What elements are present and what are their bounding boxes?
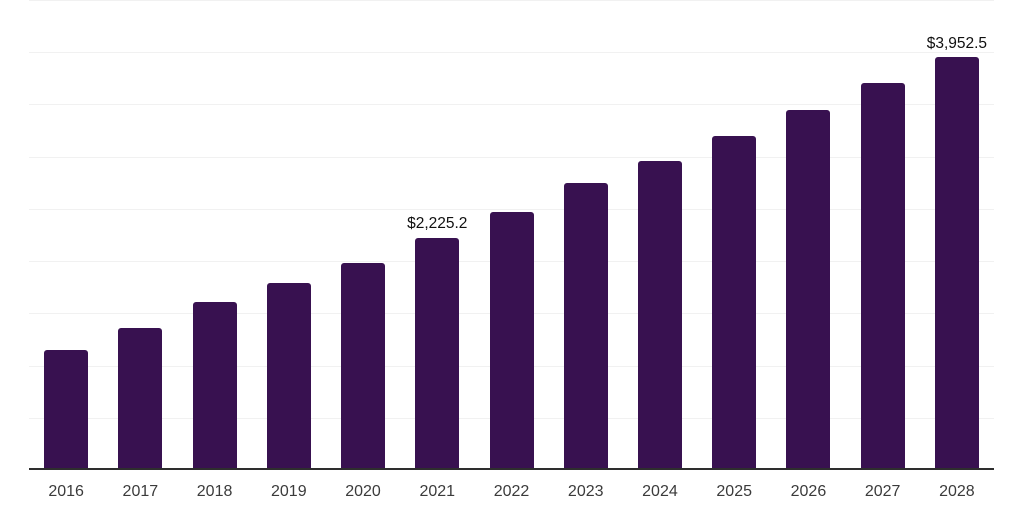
data-label-2021: $2,225.2 xyxy=(407,215,468,233)
gridline xyxy=(29,156,994,158)
bar-2019[interactable] xyxy=(266,282,311,470)
x-tick-2025: 2025 xyxy=(716,483,752,500)
bar-2022[interactable] xyxy=(489,211,534,470)
bar-2025[interactable] xyxy=(712,136,757,470)
bar-2028[interactable] xyxy=(934,57,979,470)
gridline xyxy=(29,104,994,106)
x-tick-2019: 2019 xyxy=(271,483,307,500)
bar-2021[interactable] xyxy=(415,237,460,470)
x-axis: 2016 2017 2018 2019 2020 2021 2022 2023 2024 2025… xyxy=(29,470,994,512)
x-tick-2021: 2021 xyxy=(419,483,456,500)
plot-area: $2,225.2 $3,952.5 xyxy=(29,0,994,470)
gridline xyxy=(29,208,994,210)
x-tick-2024: 2024 xyxy=(642,483,678,500)
x-tick-2028: 2028 xyxy=(939,483,975,500)
bar-2020[interactable] xyxy=(341,262,386,470)
bar-2023[interactable] xyxy=(563,182,608,470)
x-tick-2022: 2022 xyxy=(493,483,530,500)
x-axis-line xyxy=(29,468,994,470)
bar-2027[interactable] xyxy=(860,82,905,470)
bar-2017[interactable] xyxy=(118,327,163,470)
bar-2016[interactable] xyxy=(44,349,89,470)
data-label-2028: $3,952.5 xyxy=(926,34,988,52)
bar-2024[interactable] xyxy=(637,160,682,470)
gridline xyxy=(29,52,994,54)
bar-2026[interactable] xyxy=(786,110,831,470)
gridline xyxy=(29,0,994,1)
x-tick-2026: 2026 xyxy=(790,483,827,500)
bar-2018[interactable] xyxy=(192,301,237,470)
x-tick-2023: 2023 xyxy=(567,483,604,500)
x-tick-2016: 2016 xyxy=(48,483,84,500)
x-tick-2020: 2020 xyxy=(345,483,381,500)
x-tick-2018: 2018 xyxy=(196,483,233,500)
x-tick-2027: 2027 xyxy=(864,483,901,500)
x-tick-2017: 2017 xyxy=(122,483,159,500)
